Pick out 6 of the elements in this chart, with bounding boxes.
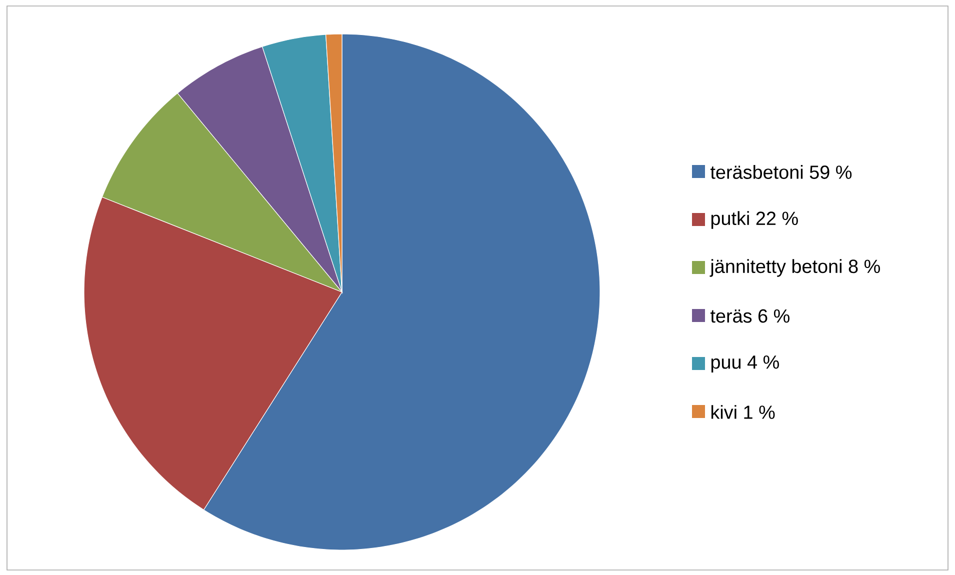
legend-label: jännitetty betoni 8 %: [710, 259, 880, 277]
legend-label: kivi 1 %: [711, 405, 775, 419]
legend-label: putki 22 %: [711, 211, 798, 229]
legend-label: teräsbetoni 59 %: [710, 165, 852, 179]
legend-label: puu 4 %: [711, 355, 779, 373]
legend-label: teräs 6 %: [710, 309, 790, 323]
